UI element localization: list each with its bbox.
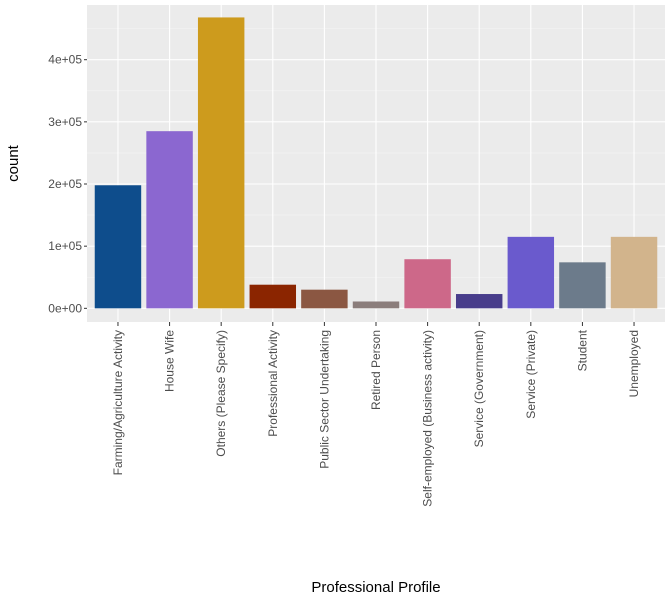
y-tick-label: 3e+05: [48, 115, 82, 129]
y-tick-label: 4e+05: [48, 53, 82, 67]
x-tick-label: Others (Please Specify): [214, 330, 228, 457]
x-tick-label: House Wife: [163, 330, 177, 392]
x-tick-label: Self-employed (Business activity): [421, 330, 435, 507]
x-axis: Farming/Agriculture Activity House Wife Ot…: [111, 322, 641, 507]
x-tick-label: Service (Private): [524, 330, 538, 419]
bar: [146, 131, 193, 309]
x-tick-label: Student: [575, 329, 589, 371]
bars: [94, 17, 658, 309]
y-axis: 0e+00 1e+05 2e+05 3e+05 4e+05: [48, 53, 87, 315]
x-tick-label: Service (Government): [472, 330, 486, 447]
x-axis-title: Professional Profile: [311, 579, 440, 596]
y-tick-label: 0e+00: [48, 301, 82, 315]
bar: [610, 236, 658, 309]
y-tick-label: 1e+05: [48, 239, 82, 253]
bar: [404, 259, 451, 309]
y-axis-title: count: [5, 144, 22, 182]
bar: [301, 289, 348, 309]
bar: [94, 185, 142, 309]
x-tick-label: Farming/Agriculture Activity: [111, 330, 125, 475]
bar: [197, 17, 245, 309]
bar: [559, 262, 606, 309]
bar: [455, 294, 503, 309]
x-tick-label: Retired Person: [369, 330, 383, 410]
bar: [352, 301, 400, 309]
bar: [507, 236, 555, 309]
bar: [249, 284, 297, 309]
x-tick-label: Public Sector Undertaking: [317, 330, 331, 469]
y-tick-label: 2e+05: [48, 177, 82, 191]
x-tick-label: Professional Activity: [266, 330, 280, 437]
x-tick-label: Unemployed: [627, 330, 641, 397]
